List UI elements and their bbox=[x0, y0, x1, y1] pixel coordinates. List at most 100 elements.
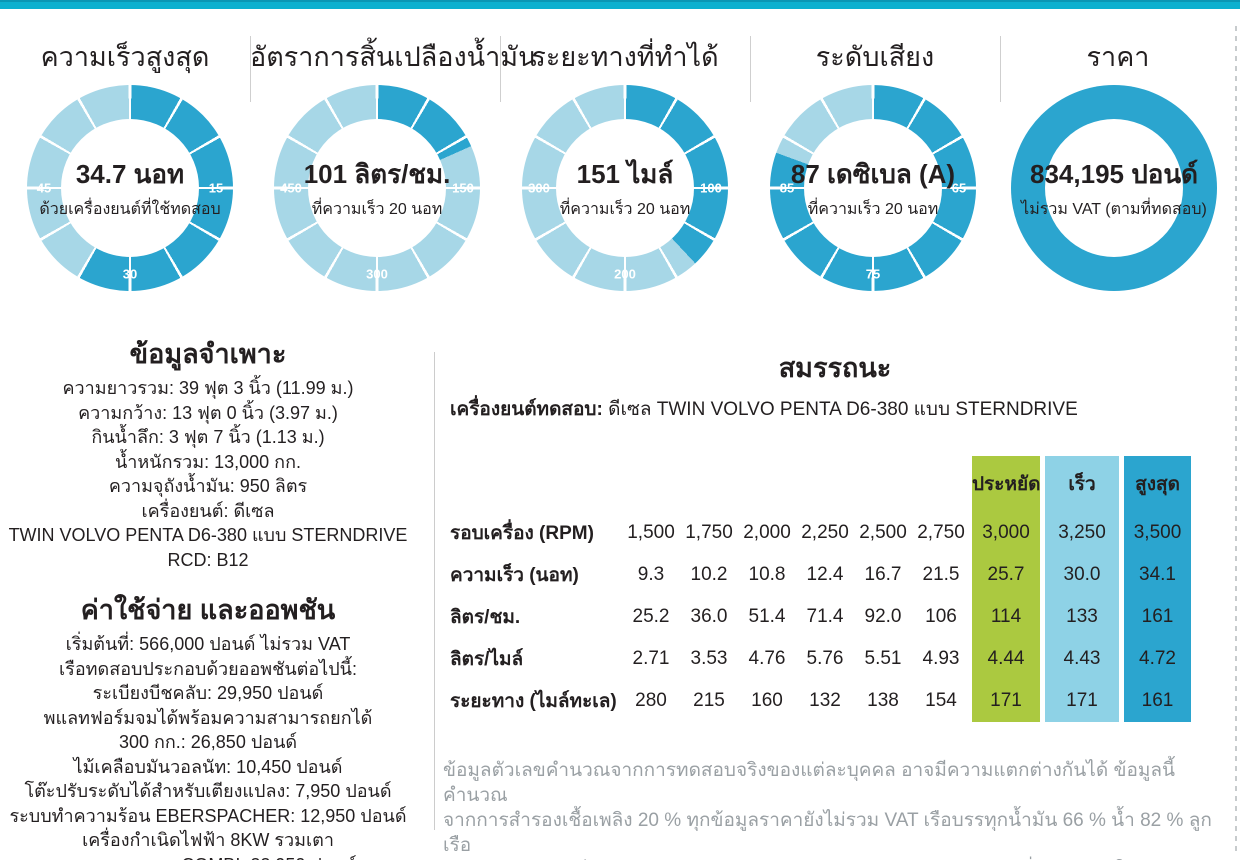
row-label-lpm: ลิตร/ไมล์ bbox=[450, 649, 524, 670]
gauge-subtitle: ไม่รวม VAT (ตามที่ทดสอบ) bbox=[1021, 201, 1207, 218]
table-cell: 2,000 bbox=[743, 522, 791, 543]
column-header-eco: ประหยัด bbox=[972, 474, 1041, 495]
gauge-range: 100 200 300 151 ไมล์ ที่ความเร็ว 20 นอท bbox=[522, 85, 728, 291]
gauge-tick-bottom: 300 bbox=[366, 266, 388, 282]
table-cell: 92.0 bbox=[864, 606, 902, 627]
row-label-speed: ความเร็ว (นอท) bbox=[450, 565, 579, 586]
table-cell: 1,750 bbox=[685, 522, 733, 543]
cost-line: ระเบียงบีชคลับ: 29,950 ปอนด์ bbox=[92, 683, 324, 703]
specifications-panel: ข้อมูลจำเพาะ ความยาวรวม: 39 ฟุต 3 นิ้ว (… bbox=[0, 338, 416, 860]
table-cell-max: 34.1 bbox=[1139, 564, 1176, 585]
gauge-title-fuel-rate: อัตราการสิ้นเปลืองน้ำมัน bbox=[250, 42, 537, 72]
row-label-rpm: รอบเครื่อง (RPM) bbox=[450, 523, 594, 544]
spec-line-engine-model: TWIN VOLVO PENTA D6-380 แบบ STERNDRIVE bbox=[8, 525, 408, 545]
table-cell: 10.2 bbox=[690, 564, 728, 585]
gauge-tick-left: 300 bbox=[528, 180, 550, 196]
test-engine-value: ดีเซล TWIN VOLVO PENTA D6-380 แบบ STERND… bbox=[602, 399, 1078, 420]
column-header-max: สูงสุด bbox=[1135, 474, 1180, 495]
table-cell: 4.93 bbox=[922, 648, 960, 669]
table-cell: 154 bbox=[925, 690, 957, 711]
performance-table: ประหยัด เร็ว สูงสุด รอบเครื่อง (RPM) 1,5… bbox=[450, 456, 1191, 722]
table-cell: 2,750 bbox=[917, 522, 965, 543]
spec-line-draft: กินน้ำลึก: 3 ฟุต 7 นิ้ว (1.13 ม.) bbox=[91, 427, 325, 447]
gauge-subtitle: ที่ความเร็ว 20 นอท bbox=[311, 201, 443, 218]
cost-line: เริ่มต้นที่: 566,000 ปอนด์ ไม่รวม VAT bbox=[65, 634, 351, 654]
gauge-fuel-rate: 150 300 450 101 ลิตร/ชม. ที่ความเร็ว 20 … bbox=[274, 85, 480, 291]
table-cell-max: 161 bbox=[1141, 606, 1174, 627]
table-cell-max: 4.72 bbox=[1139, 648, 1176, 669]
footnote-line: จากการสำรองเชื้อเพลิง 20 % ทุกข้อมูลราคา… bbox=[443, 810, 1212, 856]
gauge-center-text: 151 ไมล์ ที่ความเร็ว 20 นอท bbox=[522, 75, 728, 301]
table-cell-fast: 171 bbox=[1066, 690, 1098, 711]
table-cell: 106 bbox=[925, 606, 957, 627]
gauge-tick-bottom: 30 bbox=[122, 266, 138, 282]
gauge-noise: 65 75 85 87 เดซิเบล (A) ที่ความเร็ว 20 น… bbox=[770, 85, 976, 291]
table-cell-max: 3,500 bbox=[1133, 522, 1182, 543]
gauge-subtitle: ที่ความเร็ว 20 นอท bbox=[807, 201, 939, 218]
table-cell: 71.4 bbox=[806, 606, 844, 627]
table-cell: 51.4 bbox=[748, 606, 786, 627]
gauge-top-speed: 15 30 45 34.7 นอท ด้วยเครื่องยนต์ที่ใช้ท… bbox=[27, 85, 233, 291]
table-cell: 16.7 bbox=[864, 564, 902, 585]
title-separator bbox=[750, 36, 751, 102]
footnote-line: ข้อมูลตัวเลขคำนวณจากการทดสอบจริงของแต่ละ… bbox=[443, 760, 1176, 806]
table-cell: 2,500 bbox=[859, 522, 907, 543]
table-cell: 2,250 bbox=[801, 522, 849, 543]
cost-line: เครื่องกำเนิดไฟฟ้า 8KW รวมเตา bbox=[82, 830, 334, 850]
performance-heading: สมรรถนะ bbox=[778, 353, 892, 383]
cost-line: เรือทดสอบประกอบด้วยออพชันต่อไปนี้: bbox=[59, 658, 357, 679]
table-cell: 10.8 bbox=[748, 564, 786, 585]
title-separator bbox=[1000, 36, 1001, 102]
table-cell-eco: 171 bbox=[990, 690, 1022, 711]
table-cell-eco: 114 bbox=[990, 606, 1022, 627]
title-separator bbox=[500, 36, 501, 102]
table-cell-eco: 4.44 bbox=[987, 648, 1025, 669]
table-cell: 280 bbox=[635, 690, 667, 711]
top-accent-bar bbox=[0, 0, 1240, 9]
gauge-value: 151 ไมล์ bbox=[576, 159, 674, 189]
spec-line-fuel-tank: ความจุถังน้ำมัน: 950 ลิตร bbox=[108, 476, 308, 496]
specs-heading: ข้อมูลจำเพาะ bbox=[129, 339, 287, 369]
table-cell: 5.51 bbox=[864, 648, 902, 669]
table-cell-fast: 133 bbox=[1066, 606, 1098, 627]
table-cell: 160 bbox=[751, 690, 783, 711]
table-cell: 132 bbox=[809, 690, 841, 711]
table-cell: 9.3 bbox=[637, 564, 665, 585]
gauge-tick-right: 100 bbox=[700, 180, 722, 196]
panel-divider bbox=[434, 352, 435, 830]
gauge-value: 34.7 นอท bbox=[75, 159, 185, 189]
row-label-range: ระยะทาง (ไมล์ทะเล) bbox=[450, 691, 617, 712]
table-cell-eco: 3,000 bbox=[982, 522, 1030, 543]
table-cell: 25.2 bbox=[632, 606, 670, 627]
cost-line: และเตาอบแบบ COMBI: 22,950 ปอนด์ bbox=[0, 853, 416, 860]
gauge-tick-left: 85 bbox=[779, 180, 795, 196]
gauge-center-text: 101 ลิตร/ชม. ที่ความเร็ว 20 นอท bbox=[274, 75, 480, 301]
table-cell: 2.71 bbox=[632, 648, 670, 669]
costs-heading: ค่าใช้จ่าย และออพชัน bbox=[80, 595, 336, 625]
column-header-fast: เร็ว bbox=[1068, 474, 1096, 495]
gauge-title-price: ราคา bbox=[1086, 42, 1150, 72]
table-cell: 12.4 bbox=[806, 564, 844, 585]
gauge-price: 834,195 ปอนด์ ไม่รวม VAT (ตามที่ทดสอบ) bbox=[1011, 85, 1217, 291]
gauge-center-text: 87 เดซิเบล (A) ที่ความเร็ว 20 นอท bbox=[770, 75, 976, 301]
gauge-tick-left: 450 bbox=[280, 180, 302, 196]
table-cell: 5.76 bbox=[806, 648, 844, 669]
title-separator bbox=[250, 36, 251, 102]
table-cell: 21.5 bbox=[922, 564, 960, 585]
gauge-tick-right: 150 bbox=[452, 180, 474, 196]
gauge-tick-left: 45 bbox=[36, 180, 52, 196]
right-perforation-dots bbox=[1235, 26, 1237, 854]
table-cell: 36.0 bbox=[690, 606, 728, 627]
gauge-value: 101 ลิตร/ชม. bbox=[303, 159, 451, 189]
cost-line: พแลทฟอร์มจมได้พร้อมความสามารถยกได้ bbox=[43, 707, 373, 728]
spec-line-engine: เครื่องยนต์: ดีเซล bbox=[141, 500, 275, 521]
table-cell: 3.53 bbox=[690, 648, 728, 669]
eco-column-block bbox=[972, 456, 1040, 722]
footnote: ข้อมูลตัวเลขคำนวณจากการทดสอบจริงของแต่ละ… bbox=[443, 758, 1238, 860]
table-cell: 215 bbox=[693, 690, 725, 711]
table-cell-fast: 3,250 bbox=[1058, 522, 1106, 543]
spec-line-weight: น้ำหนักรวม: 13,000 กก. bbox=[115, 451, 301, 472]
table-cell-max: 161 bbox=[1141, 690, 1174, 711]
cost-line: ระบบทำความร้อน EBERSPACHER: 12,950 ปอนด์ bbox=[9, 805, 407, 826]
